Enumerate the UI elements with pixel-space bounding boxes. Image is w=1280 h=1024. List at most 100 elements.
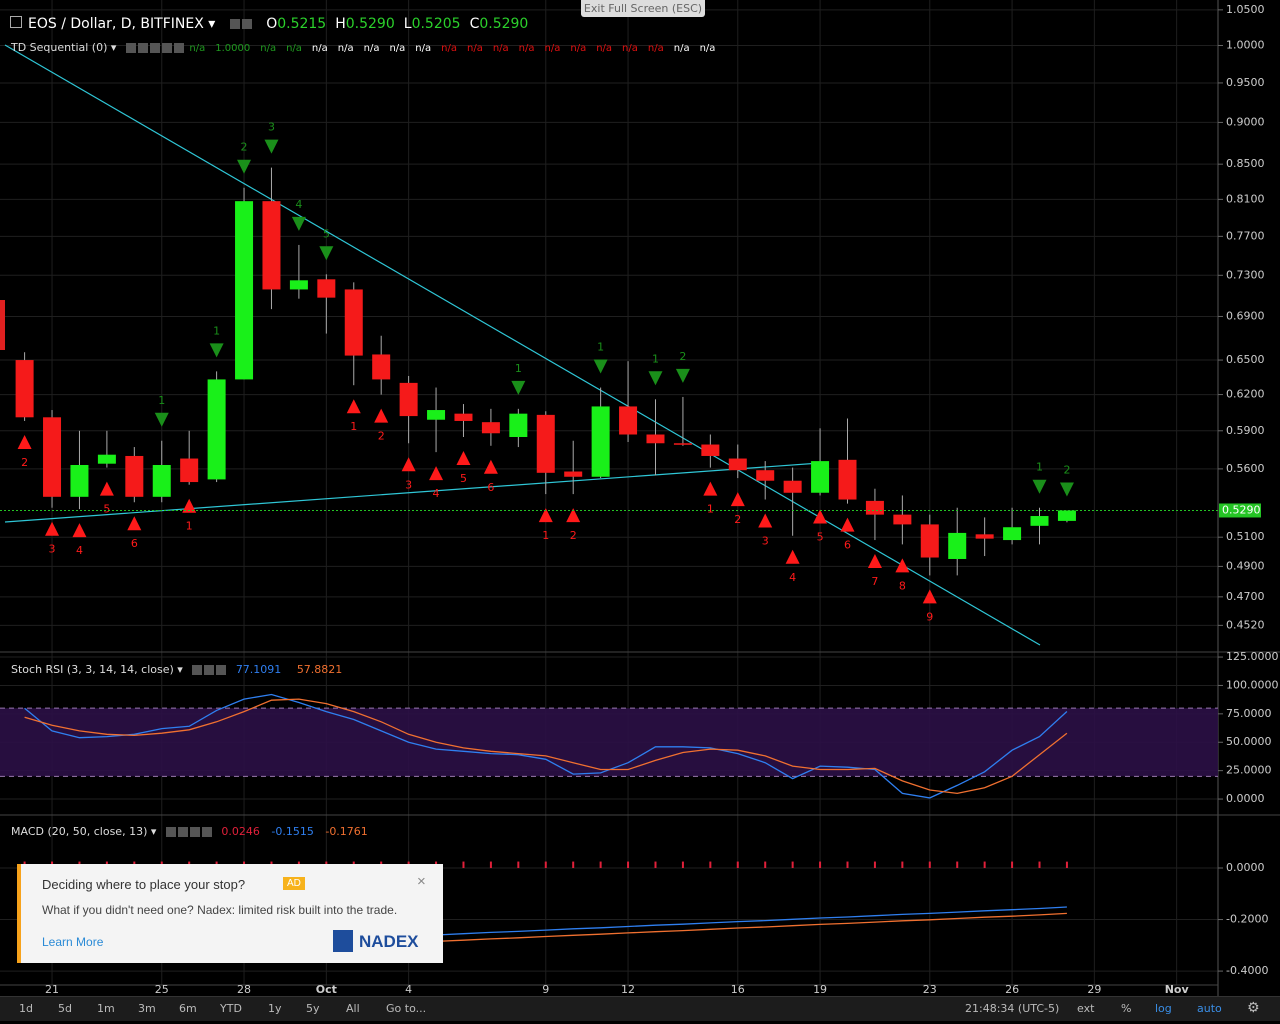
td-value: n/a bbox=[337, 43, 354, 54]
setup-marker bbox=[483, 459, 498, 474]
histogram-bar bbox=[1011, 861, 1014, 868]
setup-label: 3 bbox=[49, 543, 56, 556]
setup-marker bbox=[99, 481, 114, 496]
symbol[interactable]: EOS / Dollar, D, BITFINEX bbox=[28, 16, 204, 32]
setup-marker bbox=[648, 371, 663, 386]
candle-body bbox=[454, 413, 473, 421]
td-legend: TD Sequential (0) ▾ n/a 1.0000 n/a n/a n/a n/… bbox=[11, 41, 725, 54]
setup-label: 4 bbox=[789, 571, 796, 584]
setup-label: 4 bbox=[295, 198, 302, 211]
setup-marker bbox=[374, 408, 389, 423]
y-tick-label: 125.0000 bbox=[1226, 650, 1279, 663]
x-tick-label: 25 bbox=[155, 983, 169, 996]
setup-label: 1 bbox=[158, 394, 165, 407]
td-value: n/a bbox=[363, 43, 380, 54]
setup-label: 2 bbox=[734, 513, 741, 526]
td-value: n/a bbox=[647, 43, 664, 54]
y-tick-label: 1.0500 bbox=[1226, 3, 1265, 16]
candle-body bbox=[564, 471, 583, 477]
y-tick-label: 0.6900 bbox=[1226, 309, 1265, 322]
setup-marker bbox=[182, 498, 197, 513]
candle-body bbox=[893, 514, 912, 525]
range-button[interactable]: 3m bbox=[138, 1002, 156, 1015]
y-tick-label: 0.5900 bbox=[1226, 424, 1265, 437]
symbol-header: EOS / Dollar, D, BITFINEX ▾ O0.5215 H0.52… bbox=[10, 16, 528, 32]
candle-body bbox=[207, 379, 226, 480]
exit-fullscreen[interactable]: Exit Full Screen (ESC) bbox=[581, 0, 705, 17]
candle-body bbox=[125, 455, 144, 497]
candle-body bbox=[262, 201, 281, 290]
y-tick-label: 25.0000 bbox=[1226, 764, 1272, 777]
candle-body bbox=[1030, 516, 1049, 526]
td-value: 1.0000 bbox=[215, 43, 251, 54]
x-tick-label: 29 bbox=[1087, 983, 1101, 996]
indicator-title[interactable]: TD Sequential (0) bbox=[11, 41, 108, 54]
ohlc-value: 0.5290 bbox=[479, 16, 529, 32]
setup-marker bbox=[429, 466, 444, 481]
option-button[interactable]: ext bbox=[1077, 1002, 1095, 1015]
histogram-bar bbox=[819, 861, 822, 868]
band bbox=[0, 708, 1218, 777]
candle-body bbox=[619, 406, 638, 435]
td-value: n/a bbox=[622, 43, 638, 54]
option-button[interactable]: log bbox=[1155, 1002, 1172, 1015]
y-tick-label: -0.2000 bbox=[1226, 913, 1268, 926]
histogram-bar bbox=[544, 861, 547, 868]
candle-body bbox=[180, 458, 199, 483]
collapse-box[interactable] bbox=[10, 16, 22, 28]
x-tick-label: Nov bbox=[1165, 983, 1190, 996]
macd-title[interactable]: MACD (20, 50, close, 13) bbox=[11, 825, 148, 838]
y-tick-label: 0.7700 bbox=[1226, 229, 1265, 242]
range-button[interactable]: 5d bbox=[58, 1002, 72, 1015]
candle-body bbox=[70, 464, 89, 497]
x-tick-label: 16 bbox=[731, 983, 745, 996]
candle-body bbox=[701, 444, 720, 456]
histogram-bar bbox=[983, 861, 986, 868]
ad-close[interactable]: × bbox=[417, 873, 426, 890]
y-tick-label: 0.8100 bbox=[1226, 192, 1265, 205]
ohlc-value: 0.5205 bbox=[411, 16, 461, 32]
setup-label: 3 bbox=[762, 535, 769, 548]
range-button[interactable]: 5y bbox=[306, 1002, 320, 1015]
range-button[interactable]: YTD bbox=[220, 1002, 242, 1015]
x-tick-label: 23 bbox=[923, 983, 937, 996]
candle-body bbox=[1057, 510, 1076, 521]
setup-marker bbox=[675, 368, 690, 383]
setup-label: 1 bbox=[542, 529, 549, 542]
goto-button[interactable]: Go to... bbox=[386, 1002, 427, 1015]
candle-body bbox=[591, 406, 610, 477]
settings-icon[interactable]: ⚙ bbox=[1247, 1000, 1260, 1016]
setup-marker bbox=[538, 508, 553, 523]
ohlc-value: 0.5290 bbox=[345, 16, 395, 32]
setup-marker bbox=[45, 521, 60, 536]
stoch-title[interactable]: Stoch RSI (3, 3, 14, 14, close) bbox=[11, 663, 174, 676]
setup-marker bbox=[813, 509, 828, 524]
range-button[interactable]: 1y bbox=[268, 1002, 282, 1015]
candle-body bbox=[372, 354, 391, 380]
setup-marker bbox=[895, 558, 910, 573]
range-button[interactable]: 6m bbox=[179, 1002, 197, 1015]
td-value: n/a bbox=[596, 43, 613, 54]
candle-body bbox=[783, 480, 802, 493]
ad-link[interactable]: Learn More bbox=[42, 935, 104, 949]
y-tick-label: 0.9000 bbox=[1226, 115, 1265, 128]
candle-body bbox=[43, 417, 62, 497]
range-button[interactable]: All bbox=[346, 1002, 360, 1015]
setup-label: 8 bbox=[899, 579, 906, 592]
candle-body bbox=[15, 360, 34, 418]
setup-label: 5 bbox=[460, 472, 467, 485]
td-value: n/a bbox=[441, 43, 457, 54]
range-button[interactable]: 1m bbox=[97, 1002, 115, 1015]
candle-body bbox=[975, 534, 994, 539]
setup-label: 1 bbox=[186, 520, 193, 533]
y-tick-label: 100.0000 bbox=[1226, 678, 1279, 691]
setup-marker bbox=[72, 523, 87, 538]
setup-marker bbox=[319, 246, 334, 261]
range-button[interactable]: 1d bbox=[19, 1002, 33, 1015]
option-button[interactable]: auto bbox=[1197, 1002, 1222, 1015]
td-value: n/a bbox=[189, 43, 206, 54]
candle-body bbox=[317, 279, 336, 298]
setup-label: 2 bbox=[378, 430, 385, 443]
ohlc-key: C bbox=[469, 16, 480, 32]
option-button[interactable]: % bbox=[1121, 1002, 1132, 1015]
